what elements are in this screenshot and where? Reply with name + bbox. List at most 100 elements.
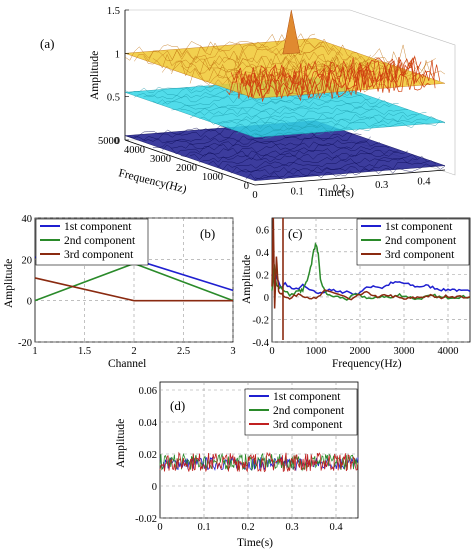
panel-c-x-tick-label: 2000 xyxy=(350,346,371,357)
panel-b-x-tick-label: 1.5 xyxy=(78,346,91,357)
panel-d-x-tick-label: 0.3 xyxy=(285,522,298,533)
panel-a-z-tick-label: 1.5 xyxy=(107,6,120,17)
panel-d-legend-label: 3rd component xyxy=(273,419,343,431)
panel-a-ridge xyxy=(171,51,362,77)
panel-a-z-tick-label: 0 xyxy=(115,136,120,147)
panel-d-series xyxy=(159,451,359,473)
panel-b-x-tick-label: 2.5 xyxy=(177,346,190,357)
panel-a-ridge xyxy=(217,150,409,171)
panel-b-y-tick-label: 20 xyxy=(22,255,33,266)
panel-b-letter: (b) xyxy=(200,226,215,241)
panel-c-letter: (c) xyxy=(288,226,302,241)
panel-d-x-tick-label: 0 xyxy=(157,522,162,533)
panel-c-x-tick-label: 1000 xyxy=(306,346,327,357)
panel-c-x-tick-label: 4000 xyxy=(438,346,459,357)
panel-d-legend: 1st component 2nd component 3rd component xyxy=(244,388,358,436)
panel-d-legend-label: 1st component xyxy=(273,391,341,403)
panel-a-ridge-high xyxy=(235,57,427,99)
panel-a-ridge xyxy=(217,108,408,125)
panel-d-x-tick-label: 0.2 xyxy=(241,522,254,533)
panel-a-ridge xyxy=(245,116,436,137)
panel-a-time-tick-label: 0 xyxy=(252,190,257,201)
panel-a-ridge xyxy=(226,111,418,131)
panel-d-series-line xyxy=(159,451,359,473)
panel-b-xlabel: Channel xyxy=(108,358,146,370)
panel-c-series-line xyxy=(271,217,471,309)
panel-c-series-line xyxy=(271,267,471,296)
panel-a-z-ticks: 0 0.5 1 1.5 xyxy=(107,6,129,147)
panel-a-freq-tick-label: 3000 xyxy=(150,154,171,165)
panel-a-xlabel: Time(s) xyxy=(318,187,354,199)
panel-c-y-tick-label: 0.2 xyxy=(256,270,269,281)
panel-a-ridge xyxy=(189,56,381,84)
panel-b-legend: 1st component 2nd component 3rd component xyxy=(35,218,149,266)
panel-a-time-tick-label: 0.1 xyxy=(291,187,304,198)
panel-b-y-tick-label: -20 xyxy=(18,338,32,349)
panel-c-legend-label: 1st component xyxy=(385,221,453,233)
panel-d-y-tick-label: 0.04 xyxy=(139,418,158,429)
panel-b-x-tick-label: 2 xyxy=(131,346,136,357)
panel-a-ridge xyxy=(161,44,353,73)
panel-c-x-tick-label: 0 xyxy=(269,346,274,357)
panel-a-freq-tick-label: 4000 xyxy=(124,145,145,156)
panel-a-ridge xyxy=(180,94,371,114)
panel-c-legend-label: 2nd component xyxy=(385,235,457,247)
panel-b-y-tick-label: 0 xyxy=(27,297,32,308)
panel-c-legend: 1st component 2nd component 3rd component xyxy=(356,218,470,266)
panel-d-x-tick-label: 0.4 xyxy=(329,522,343,533)
panel-c-x-tick-label: 3000 xyxy=(394,346,415,357)
panel-d-legend-label: 2nd component xyxy=(273,405,345,417)
panel-c-line-chart: 0 1000 2000 3000 4000-0.4-0.200.20.40.6 (c) … xyxy=(241,217,471,370)
panel-c-y-tick-label: -0.2 xyxy=(252,315,269,326)
panel-a-time-axis xyxy=(254,169,446,186)
panel-a-time-ticks: 0 0.1 0.2 0.3 0.4 xyxy=(252,177,431,201)
panel-d-y-tick-label: 0.06 xyxy=(139,386,157,397)
panel-a-ridge xyxy=(161,132,353,151)
panel-a-ridge xyxy=(171,91,362,111)
panel-b-x-tick-label: 1 xyxy=(32,346,37,357)
panel-a-ridge-high xyxy=(240,59,431,99)
panel-a-ridge xyxy=(189,96,381,119)
panel-a-freq-tick-label: 0 xyxy=(244,181,249,192)
panel-a-ridge xyxy=(254,120,446,140)
panel-a-freq-tick-label: 1000 xyxy=(202,172,223,183)
panel-c-y-tick-label: 0.6 xyxy=(256,225,269,236)
panel-d-letter: (d) xyxy=(170,398,185,413)
panel-a-ridge xyxy=(208,149,399,168)
panel-a-surfaces xyxy=(124,10,446,181)
panel-b-y-tick-label: 40 xyxy=(22,214,33,225)
panel-c-legend-label: 3rd component xyxy=(385,249,455,261)
panel-a-ridge xyxy=(180,53,371,74)
panel-b-x-tick-label: 3 xyxy=(230,346,235,357)
panel-d-y-tick-label: 0 xyxy=(152,482,157,493)
panel-a-ridge xyxy=(189,140,381,160)
panel-a-ridge xyxy=(199,57,390,85)
panel-a-ridge xyxy=(199,100,390,122)
panel-a-ridge-high xyxy=(249,63,441,103)
panel-a-time-tick-label: 0.2 xyxy=(333,183,346,194)
panel-a-ridge xyxy=(245,160,436,180)
panel-a-freq-tick-label: 2000 xyxy=(176,163,197,174)
panel-a-freq-ticks: 0 1000 2000 3000 4000 5000 xyxy=(98,136,249,192)
panel-d-y-tick-label: 0.02 xyxy=(139,450,157,461)
panel-b-legend-label: 1st component xyxy=(64,221,132,233)
panel-c-y-tick-label: 0.4 xyxy=(256,248,270,259)
panel-c-ylabel: Amplitude xyxy=(241,255,253,304)
panel-b-series-line xyxy=(34,277,233,302)
panel-a-ridge xyxy=(152,42,344,69)
panel-a-ridge xyxy=(226,154,418,174)
panel-a-zlabel: Amplitude xyxy=(89,51,101,100)
panel-a-ridge xyxy=(236,155,427,175)
panel-a-z-tick-label: 0.5 xyxy=(107,93,120,104)
panel-b-legend-label: 2nd component xyxy=(64,235,136,247)
panel-a-ridge xyxy=(254,163,446,180)
panel-d-ylabel: Amplitude xyxy=(115,419,127,468)
panel-c-series xyxy=(271,217,471,340)
panel-a-time-tick-label: 0.3 xyxy=(375,180,388,191)
panel-a-ridge-high xyxy=(226,57,417,96)
panel-a-freq-axis xyxy=(124,139,256,186)
